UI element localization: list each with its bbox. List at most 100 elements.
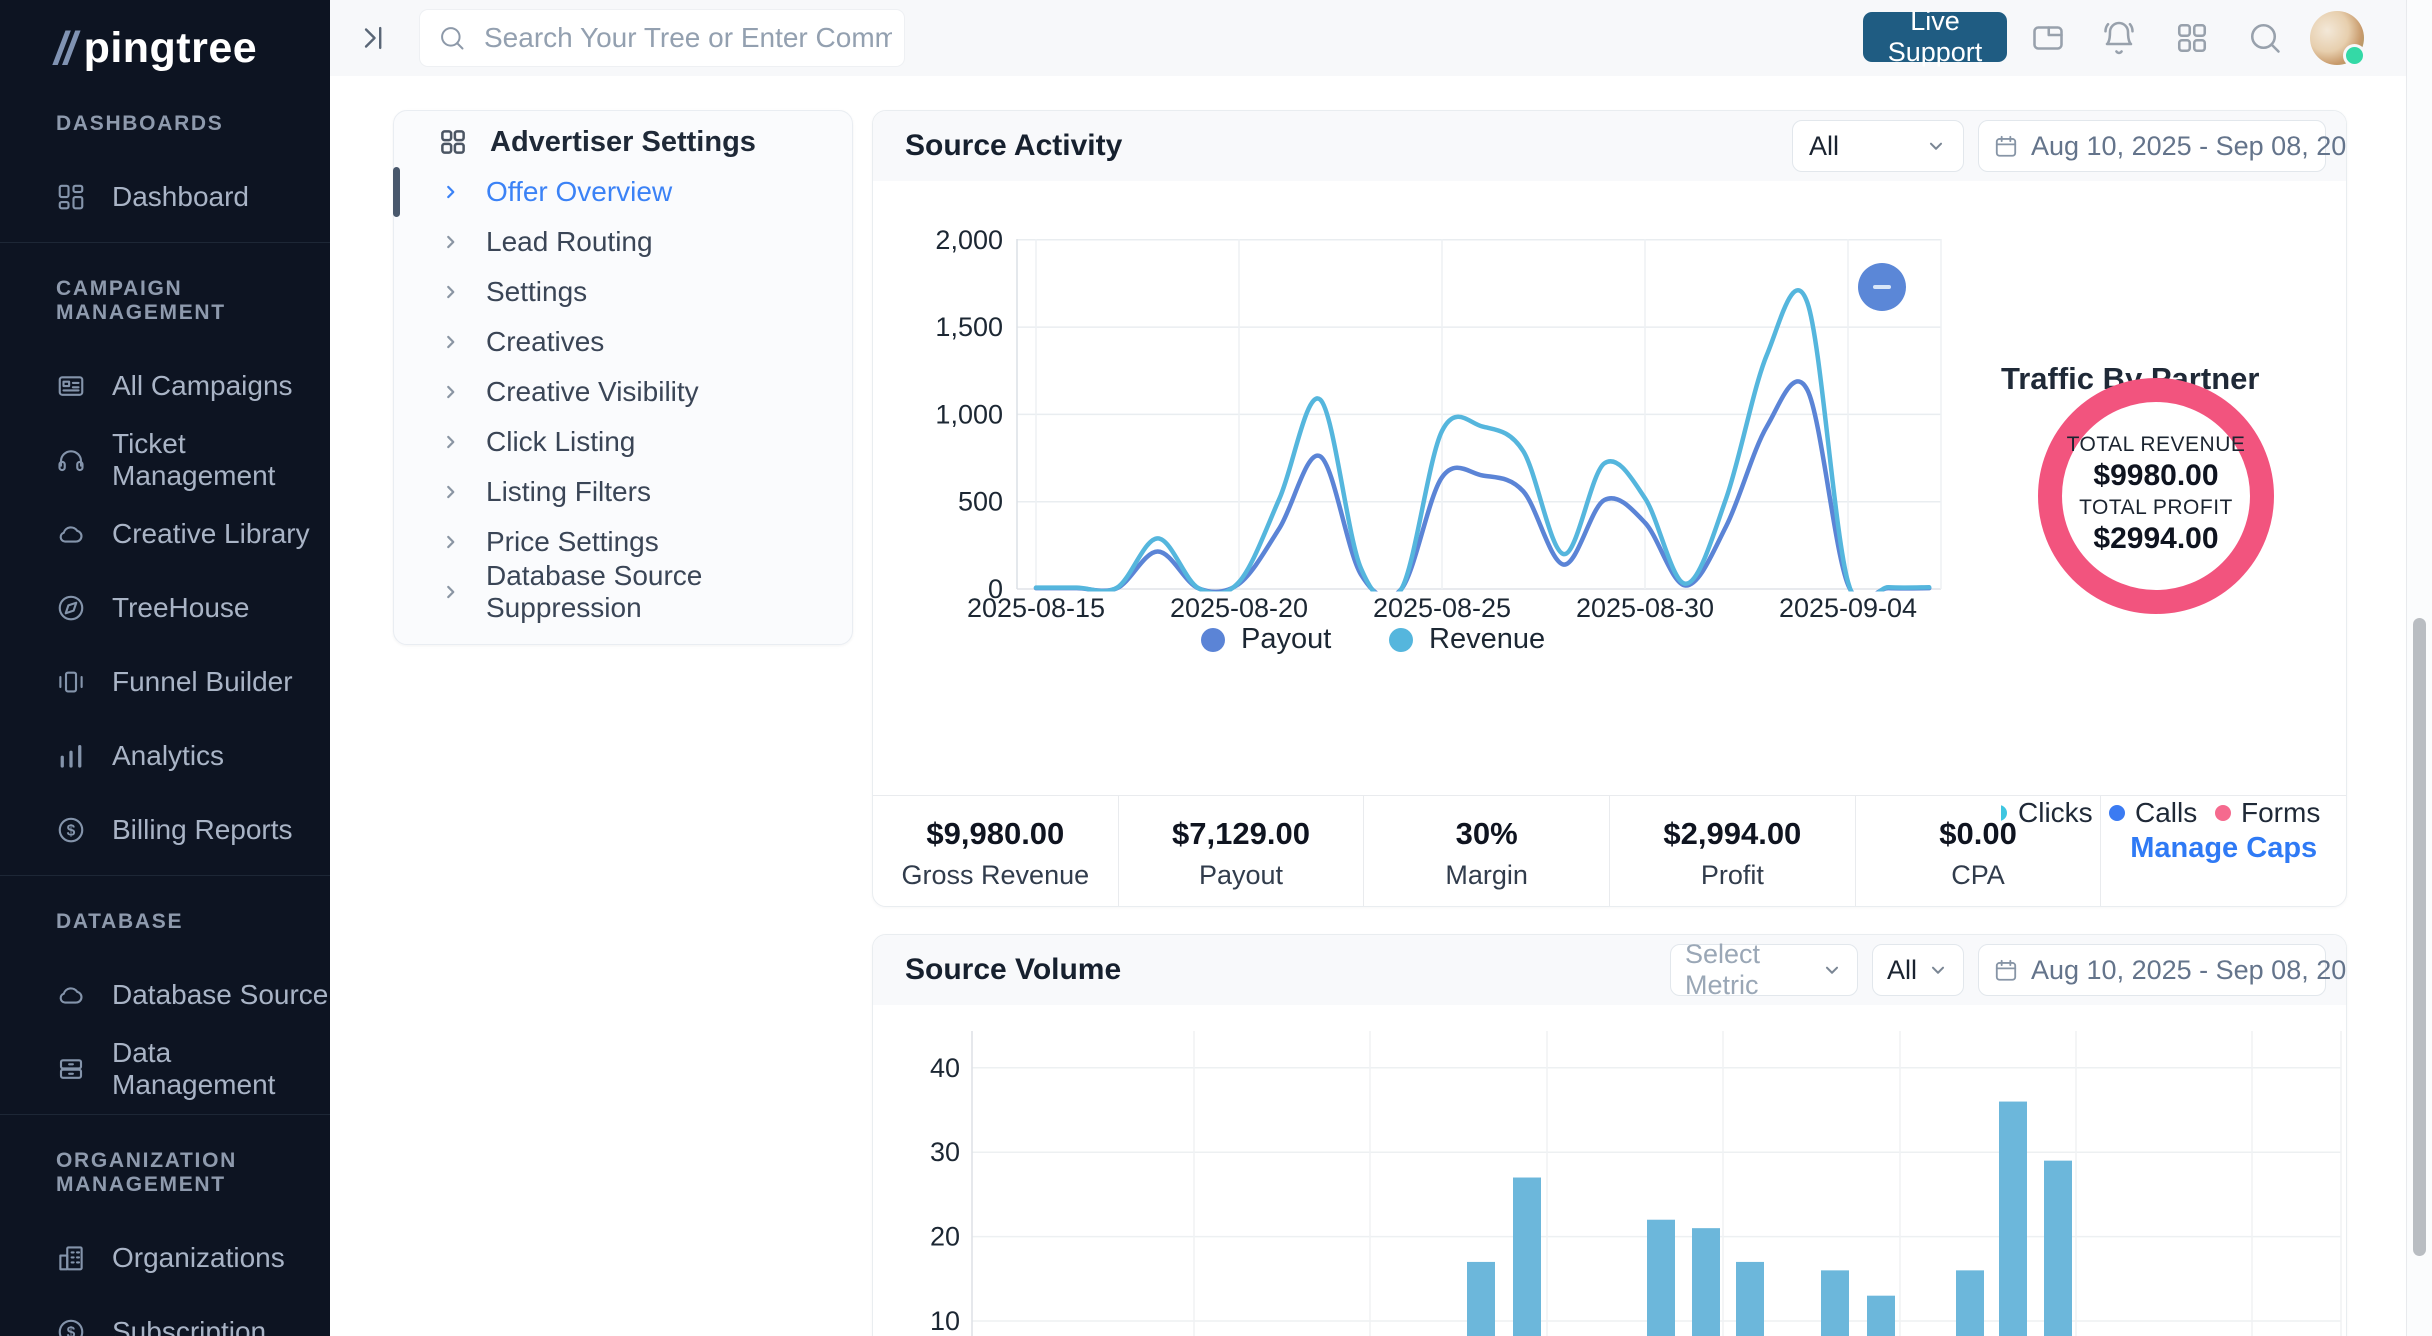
sidebar-section-database: DATABASE Database Source Data Management [0,875,330,1114]
sidebar-item-organizations[interactable]: Organizations [0,1221,330,1295]
topbar: Live Support [330,0,2432,77]
layout-dashboard-icon [56,182,86,212]
live-support-button[interactable]: Live Support [1863,12,2007,62]
chevron-right-icon [440,531,462,553]
stat-profit: $2,994.00 Profit [1609,796,1855,906]
subnav-item-settings[interactable]: Settings [394,267,852,317]
subnav-item-listing-filters[interactable]: Listing Filters [394,467,852,517]
sidebar-item-label: Database Source [112,979,328,1011]
scrollbar-thumb[interactable] [2413,618,2426,1256]
source-volume-card: Source Volume Select Metric All Aug 10, … [872,934,2347,1336]
stat-label: Margin [1364,860,1609,891]
page-scrollbar [2406,0,2432,1336]
sidebar-item-database-source[interactable]: Database Source [0,958,330,1032]
source-volume-bar-chart: 10203040 [911,1031,2347,1336]
svg-text:2025-09-04: 2025-09-04 [1779,593,1917,623]
svg-text:10: 10 [930,1306,960,1336]
section-title: CAMPAIGN MANAGEMENT [56,277,330,325]
sidebar-item-funnel-builder[interactable]: Funnel Builder [0,645,330,719]
subnav-item-label: Database Source Suppression [486,560,852,624]
sidebar-item-label: Ticket Management [112,428,330,492]
partner-filter-select[interactable]: All [1872,944,1964,996]
section-title: ORGANIZATION MANAGEMENT [56,1149,330,1197]
chevron-right-icon [440,481,462,503]
svg-text:2025-08-20: 2025-08-20 [1170,593,1308,623]
stat-value: 30% [1364,816,1609,852]
subnav-item-creatives[interactable]: Creatives [394,317,852,367]
stat-cpa: $0.00 CPA [1855,796,2101,906]
compass-icon [56,593,86,623]
chevron-down-icon [1927,959,1949,981]
sidebar-item-label: Data Management [112,1037,330,1101]
subnav-item-lead-routing[interactable]: Lead Routing [394,217,852,267]
sidebar-item-billing-reports[interactable]: $ Billing Reports [0,793,330,867]
sidebar-item-data-management[interactable]: Data Management [0,1032,330,1106]
funnel-panels-icon [56,667,86,697]
subnav-header: Advertiser Settings [394,111,852,167]
subnav-item-label: Lead Routing [486,226,653,258]
sidebar: // pingtree DASHBOARDS Dashboard CAMPAIG… [0,0,330,1336]
sidebar-item-label: All Campaigns [112,370,293,402]
sidebar-item-subscription[interactable]: $ Subscription [0,1295,330,1336]
date-range-value: Aug 10, 2025 - Sep 08, 2025 [2031,131,2347,162]
dollar-circle-icon: $ [56,1317,86,1336]
window-tab-icon[interactable] [2030,20,2066,56]
svg-text:$: $ [67,1325,76,1336]
subnav-item-database-source-suppression[interactable]: Database Source Suppression [394,567,852,617]
svg-text:1,000: 1,000 [935,399,1003,429]
bell-icon[interactable] [2101,20,2137,56]
stat-gross-revenue: $9,980.00 Gross Revenue [873,796,1118,906]
source-activity-line-chart: 05001,0001,5002,0002025-08-152025-08-202… [911,229,1956,644]
sidebar-item-all-campaigns[interactable]: All Campaigns [0,349,330,423]
legend-item-payout[interactable]: Payout [1201,623,1331,656]
app-logo[interactable]: // pingtree [0,0,330,96]
legend-item-revenue[interactable]: Revenue [1389,623,1545,656]
svg-text:$: $ [67,823,76,840]
sidebar-item-label: Funnel Builder [112,666,293,698]
calendar-icon [1993,957,2019,983]
headset-icon [56,445,86,475]
search-input[interactable] [482,21,894,55]
subnav-item-label: Creatives [486,326,604,358]
metric-select[interactable]: Select Metric [1670,944,1858,996]
sidebar-section-campaign-management: CAMPAIGN MANAGEMENT All Campaigns Ticket… [0,242,330,875]
chevron-down-icon [1821,959,1843,981]
subnav-item-label: Settings [486,276,587,308]
sidebar-item-analytics[interactable]: Analytics [0,719,330,793]
source-activity-header: Source Activity All Aug 10, 2025 - Sep 0… [873,111,2346,181]
sidebar-item-creative-library[interactable]: Creative Library [0,497,330,571]
app-root: // pingtree DASHBOARDS Dashboard CAMPAIG… [0,0,2432,1336]
campaign-card-icon [56,371,86,401]
svg-text:40: 40 [930,1053,960,1083]
stat-margin: 30% Margin [1363,796,1609,906]
manage-caps-link[interactable]: Manage Caps [2100,796,2346,906]
chart-minimize-button[interactable] [1858,263,1906,311]
subnav-item-label: Price Settings [486,526,659,558]
subnav-item-offer-overview[interactable]: Offer Overview [394,167,852,217]
total-profit-value: $2994.00 [2093,522,2218,556]
advertiser-settings-panel: Advertiser Settings Offer Overview Lead … [393,110,853,645]
svg-text:500: 500 [958,487,1003,517]
date-range-picker[interactable]: Aug 10, 2025 - Sep 08, 2025 [1978,944,2326,996]
stat-value: $0.00 [1856,816,2101,852]
search-icon [438,24,466,52]
dollar-circle-icon: $ [56,815,86,845]
main-content: Advertiser Settings Offer Overview Lead … [330,76,2406,1336]
stat-value: $9,980.00 [873,816,1118,852]
sidebar-item-dashboard[interactable]: Dashboard [0,160,330,234]
sidebar-section-organization-management: ORGANIZATION MANAGEMENT Organizations $ … [0,1114,330,1336]
apps-grid-icon[interactable] [2174,20,2210,56]
subnav-item-click-listing[interactable]: Click Listing [394,417,852,467]
sidebar-section-dashboards: DASHBOARDS Dashboard [0,112,330,242]
subnav-item-label: Creative Visibility [486,376,699,408]
stat-label: Payout [1119,860,1364,891]
partner-filter-select[interactable]: All [1792,120,1964,172]
search-icon[interactable] [2247,20,2283,56]
subnav-item-creative-visibility[interactable]: Creative Visibility [394,367,852,417]
sidebar-item-ticket-management[interactable]: Ticket Management [0,423,330,497]
date-range-value: Aug 10, 2025 - Sep 08, 2025 [2031,955,2347,986]
date-range-picker[interactable]: Aug 10, 2025 - Sep 08, 2025 [1978,120,2326,172]
user-avatar[interactable] [2310,11,2364,65]
sidebar-collapse-icon[interactable] [354,21,388,55]
sidebar-item-treehouse[interactable]: TreeHouse [0,571,330,645]
